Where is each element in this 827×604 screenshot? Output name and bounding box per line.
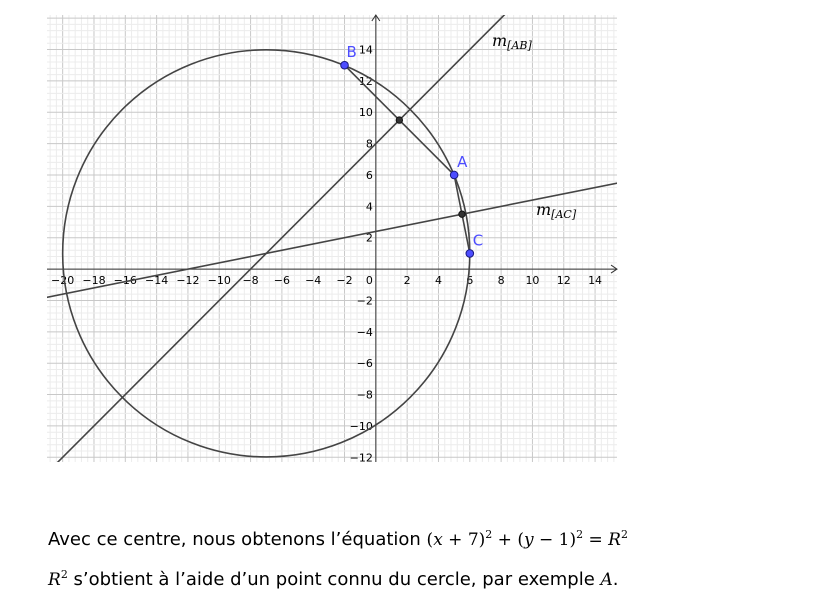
midpoint (458, 210, 466, 218)
x-tick-label: −12 (176, 274, 199, 287)
x-tick-label: −4 (305, 274, 321, 287)
perpendicular-bisector-ac (47, 182, 617, 299)
x-tick-label: −20 (51, 274, 74, 287)
y-tick-label: −2 (357, 294, 373, 307)
geometry-plot: −20 −18 −16 −14 −12 −10 −8 −6 −4 −2 2 4 6 8 10 12 14−12−… (47, 14, 618, 464)
point-label-a: A (457, 153, 468, 171)
x-tick-label: −8 (242, 274, 258, 287)
x-tick-label: −2 (336, 274, 352, 287)
bisector-label: m[AC] (536, 200, 577, 221)
y-tick-label: 6 (366, 169, 373, 182)
x-tick-label: 2 (404, 274, 411, 287)
x-tick-label: 12 (557, 274, 571, 287)
x-tick-label: −6 (274, 274, 290, 287)
midpoint (395, 116, 404, 124)
y-axis-arrow (371, 14, 381, 22)
y-tick-label: −8 (357, 389, 373, 402)
y-tick-label: 4 (366, 200, 373, 213)
x-tick-label: 8 (498, 274, 505, 287)
y-tick-label: 10 (359, 106, 373, 119)
x-tick-label: −16 (114, 274, 137, 287)
point-a (449, 170, 459, 180)
x-tick-label: 14 (588, 274, 602, 287)
equation-sentence: Avec ce centre, nous obtenons l’équation… (48, 528, 628, 550)
x-tick-label: 4 (435, 274, 442, 287)
x-axis-arrow (610, 264, 618, 274)
y-tick-label: 2 (366, 232, 373, 245)
radius-sentence: R2 s’obtient à l’aide d’un point connu d… (48, 568, 619, 590)
y-tick-label: −10 (350, 420, 373, 433)
point-b (340, 60, 349, 70)
point-c (465, 249, 475, 258)
y-tick-label: 14 (359, 44, 373, 57)
sentence-text: Avec ce centre, nous obtenons l’équation (48, 529, 427, 550)
perpendicular-bisector-ab (56, 15, 506, 462)
x-tick-label: 6 (466, 274, 473, 287)
origin-label: 0 (366, 274, 373, 287)
y-tick-label: 8 (366, 138, 373, 151)
point-label-c: C (473, 231, 483, 249)
y-tick-label: −6 (357, 357, 373, 370)
x-tick-label: −10 (208, 274, 231, 287)
y-tick-label: −12 (350, 451, 373, 464)
x-tick-label: −18 (82, 274, 105, 287)
x-tick-label: 10 (525, 274, 539, 287)
point-label-b: B (347, 43, 357, 61)
y-tick-label: −4 (357, 326, 373, 339)
